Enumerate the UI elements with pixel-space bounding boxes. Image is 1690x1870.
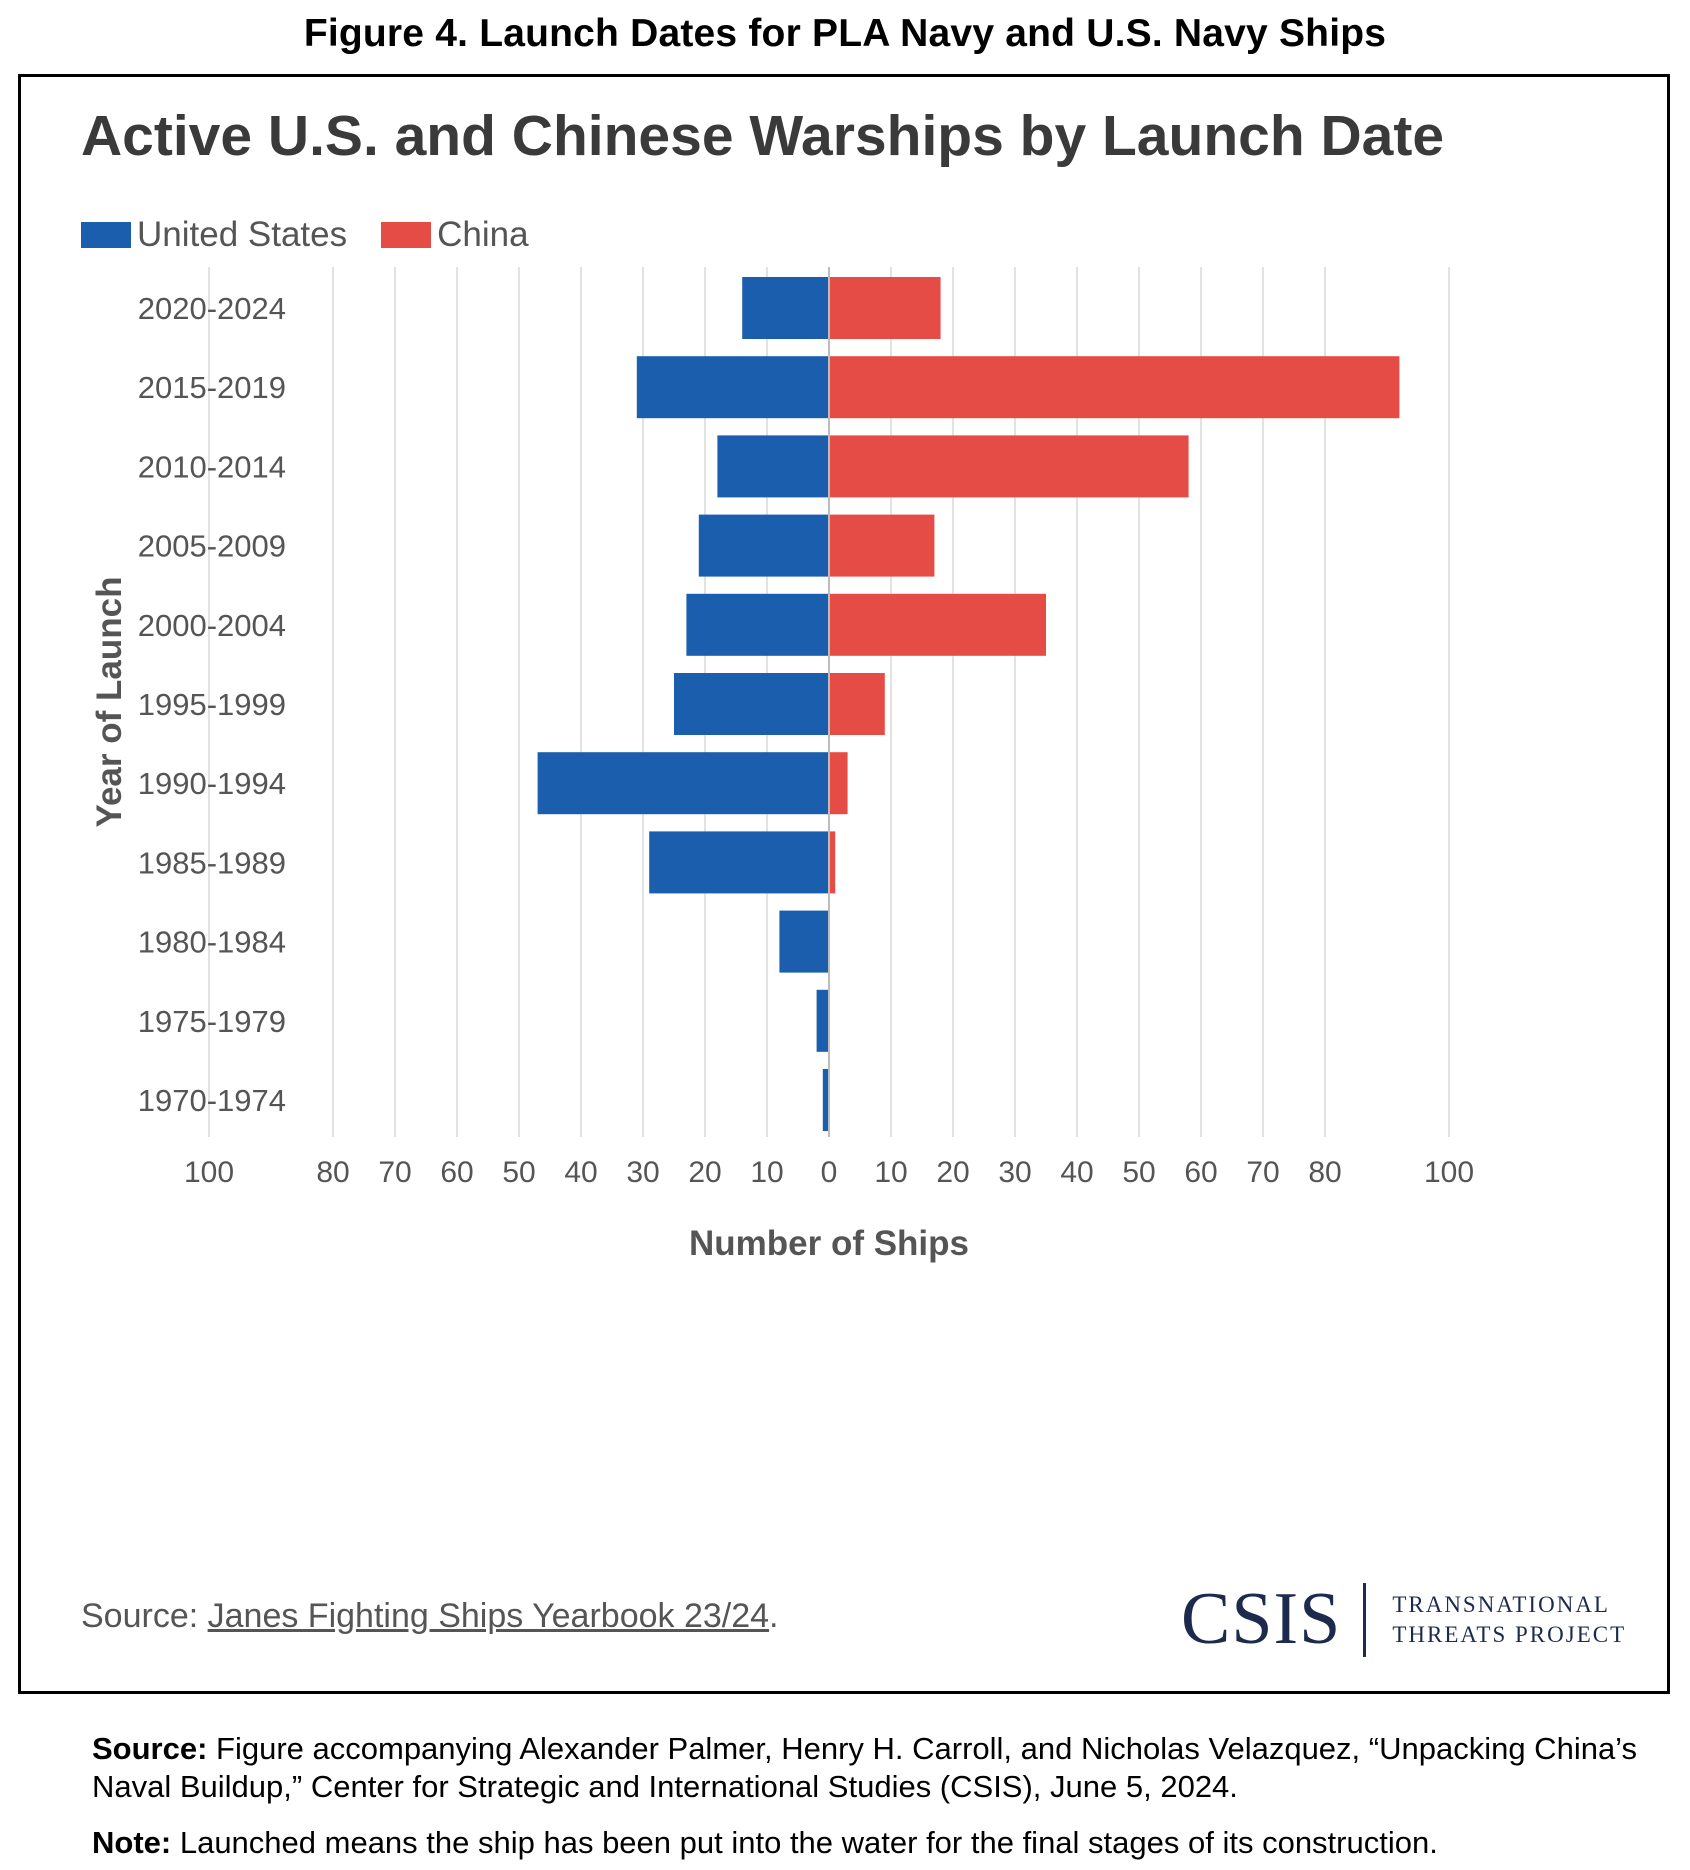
chart-source: Source: Janes Fighting Ships Yearbook 23… xyxy=(81,1597,779,1636)
x-axis-label: Number of Ships xyxy=(689,1224,969,1263)
x-tick-label: 60 xyxy=(1184,1156,1217,1189)
bar-china xyxy=(829,277,941,339)
chart-title: Active U.S. and Chinese Warships by Laun… xyxy=(81,104,1445,168)
y-tick-label: 2015-2019 xyxy=(138,370,286,405)
footnote-source-label: Source: xyxy=(92,1731,208,1766)
x-tick-label: 30 xyxy=(998,1156,1031,1189)
logo-subtitle-line2: THREATS PROJECT xyxy=(1392,1621,1627,1647)
logo-csis-wordmark: CSIS xyxy=(1181,1578,1342,1660)
y-tick-label: 1980-1984 xyxy=(138,925,286,960)
bar-united-states xyxy=(649,831,829,894)
footnote-note-text: Launched means the ship has been put int… xyxy=(171,1825,1438,1860)
chart-source-prefix: Source: xyxy=(81,1597,208,1635)
x-tick-label: 100 xyxy=(184,1156,234,1189)
bar-united-states xyxy=(742,277,829,339)
x-tick-label: 70 xyxy=(1246,1156,1279,1189)
x-tick-label: 0 xyxy=(821,1156,838,1189)
x-tick-label: 20 xyxy=(936,1156,969,1189)
legend-item-united-states: United States xyxy=(81,215,347,255)
figure-caption: Figure 4. Launch Dates for PLA Navy and … xyxy=(303,12,1387,55)
bar-united-states xyxy=(717,435,829,498)
footnote-note-label: Note: xyxy=(92,1825,172,1860)
y-tick-label: 1970-1974 xyxy=(138,1083,286,1118)
x-tick-label: 30 xyxy=(626,1156,659,1189)
bar-united-states xyxy=(698,514,829,577)
x-tick-label: 80 xyxy=(1308,1156,1341,1189)
bar-china xyxy=(829,831,836,894)
bar-china xyxy=(829,514,935,577)
legend-label-united-states: United States xyxy=(137,215,348,254)
legend: United States China xyxy=(81,215,563,255)
bar-united-states xyxy=(537,752,829,815)
chart-frame: Active U.S. and Chinese Warships by Laun… xyxy=(18,74,1670,1694)
bar-china xyxy=(829,673,885,735)
bar-china xyxy=(829,435,1189,498)
legend-swatch-united-states xyxy=(81,222,131,248)
y-tick-label: 1995-1999 xyxy=(138,687,286,722)
bar-china xyxy=(829,593,1046,656)
bar-chart-plot: 100 80 70 60 50 40 30 20 10 0 10 20 30 40 50 60 70 80 1002… xyxy=(90,267,1474,1263)
x-tick-label: 40 xyxy=(1060,1156,1093,1189)
footnote-source-text: Figure accompanying Alexander Palmer, He… xyxy=(92,1731,1638,1804)
legend-swatch-china xyxy=(381,222,432,248)
x-tick-label: 70 xyxy=(378,1156,411,1189)
bar-united-states xyxy=(816,989,829,1052)
y-tick-label: 1975-1979 xyxy=(138,1004,286,1039)
y-tick-label: 1990-1994 xyxy=(138,766,286,801)
footnote-note: Note: Launched means the ship has been p… xyxy=(92,1824,1672,1862)
x-tick-label: 10 xyxy=(750,1156,783,1189)
x-tick-label: 10 xyxy=(874,1156,907,1189)
x-tick-label: 50 xyxy=(502,1156,535,1189)
y-axis-label: Year of Launch xyxy=(90,577,129,828)
x-tick-label: 80 xyxy=(316,1156,349,1189)
x-tick-label: 20 xyxy=(688,1156,721,1189)
logo-subtitle-line1: TRANSNATIONAL xyxy=(1392,1591,1610,1617)
chart-source-suffix: . xyxy=(769,1597,779,1635)
x-tick-label: 100 xyxy=(1424,1156,1474,1189)
bar-united-states xyxy=(779,910,829,973)
logo-subtitle: TRANSNATIONAL THREATS PROJECT xyxy=(1392,1590,1626,1650)
y-tick-label: 2005-2009 xyxy=(138,529,286,564)
legend-item-china: China xyxy=(381,215,529,255)
bar-united-states xyxy=(636,356,829,419)
footnote-source: Source: Figure accompanying Alexander Pa… xyxy=(92,1730,1672,1806)
bar-united-states xyxy=(686,593,829,656)
y-tick-label: 1985-1989 xyxy=(138,845,286,880)
chart-source-link[interactable]: Janes Fighting Ships Yearbook 23/24 xyxy=(207,1597,770,1635)
bar-china xyxy=(829,356,1400,419)
y-tick-label: 2000-2004 xyxy=(138,608,286,643)
legend-label-china: China xyxy=(437,215,529,254)
x-tick-label: 40 xyxy=(564,1156,597,1189)
bar-united-states xyxy=(822,1069,829,1131)
x-tick-label: 60 xyxy=(440,1156,473,1189)
x-tick-label: 50 xyxy=(1122,1156,1155,1189)
y-tick-label: 2010-2014 xyxy=(138,449,286,484)
y-tick-label: 2020-2024 xyxy=(138,291,286,326)
logo-divider xyxy=(1363,1582,1367,1657)
csis-logo: CSIS TRANSNATIONAL THREATS PROJECT xyxy=(1181,1577,1626,1662)
bar-china xyxy=(829,752,848,815)
bar-united-states xyxy=(674,673,829,735)
